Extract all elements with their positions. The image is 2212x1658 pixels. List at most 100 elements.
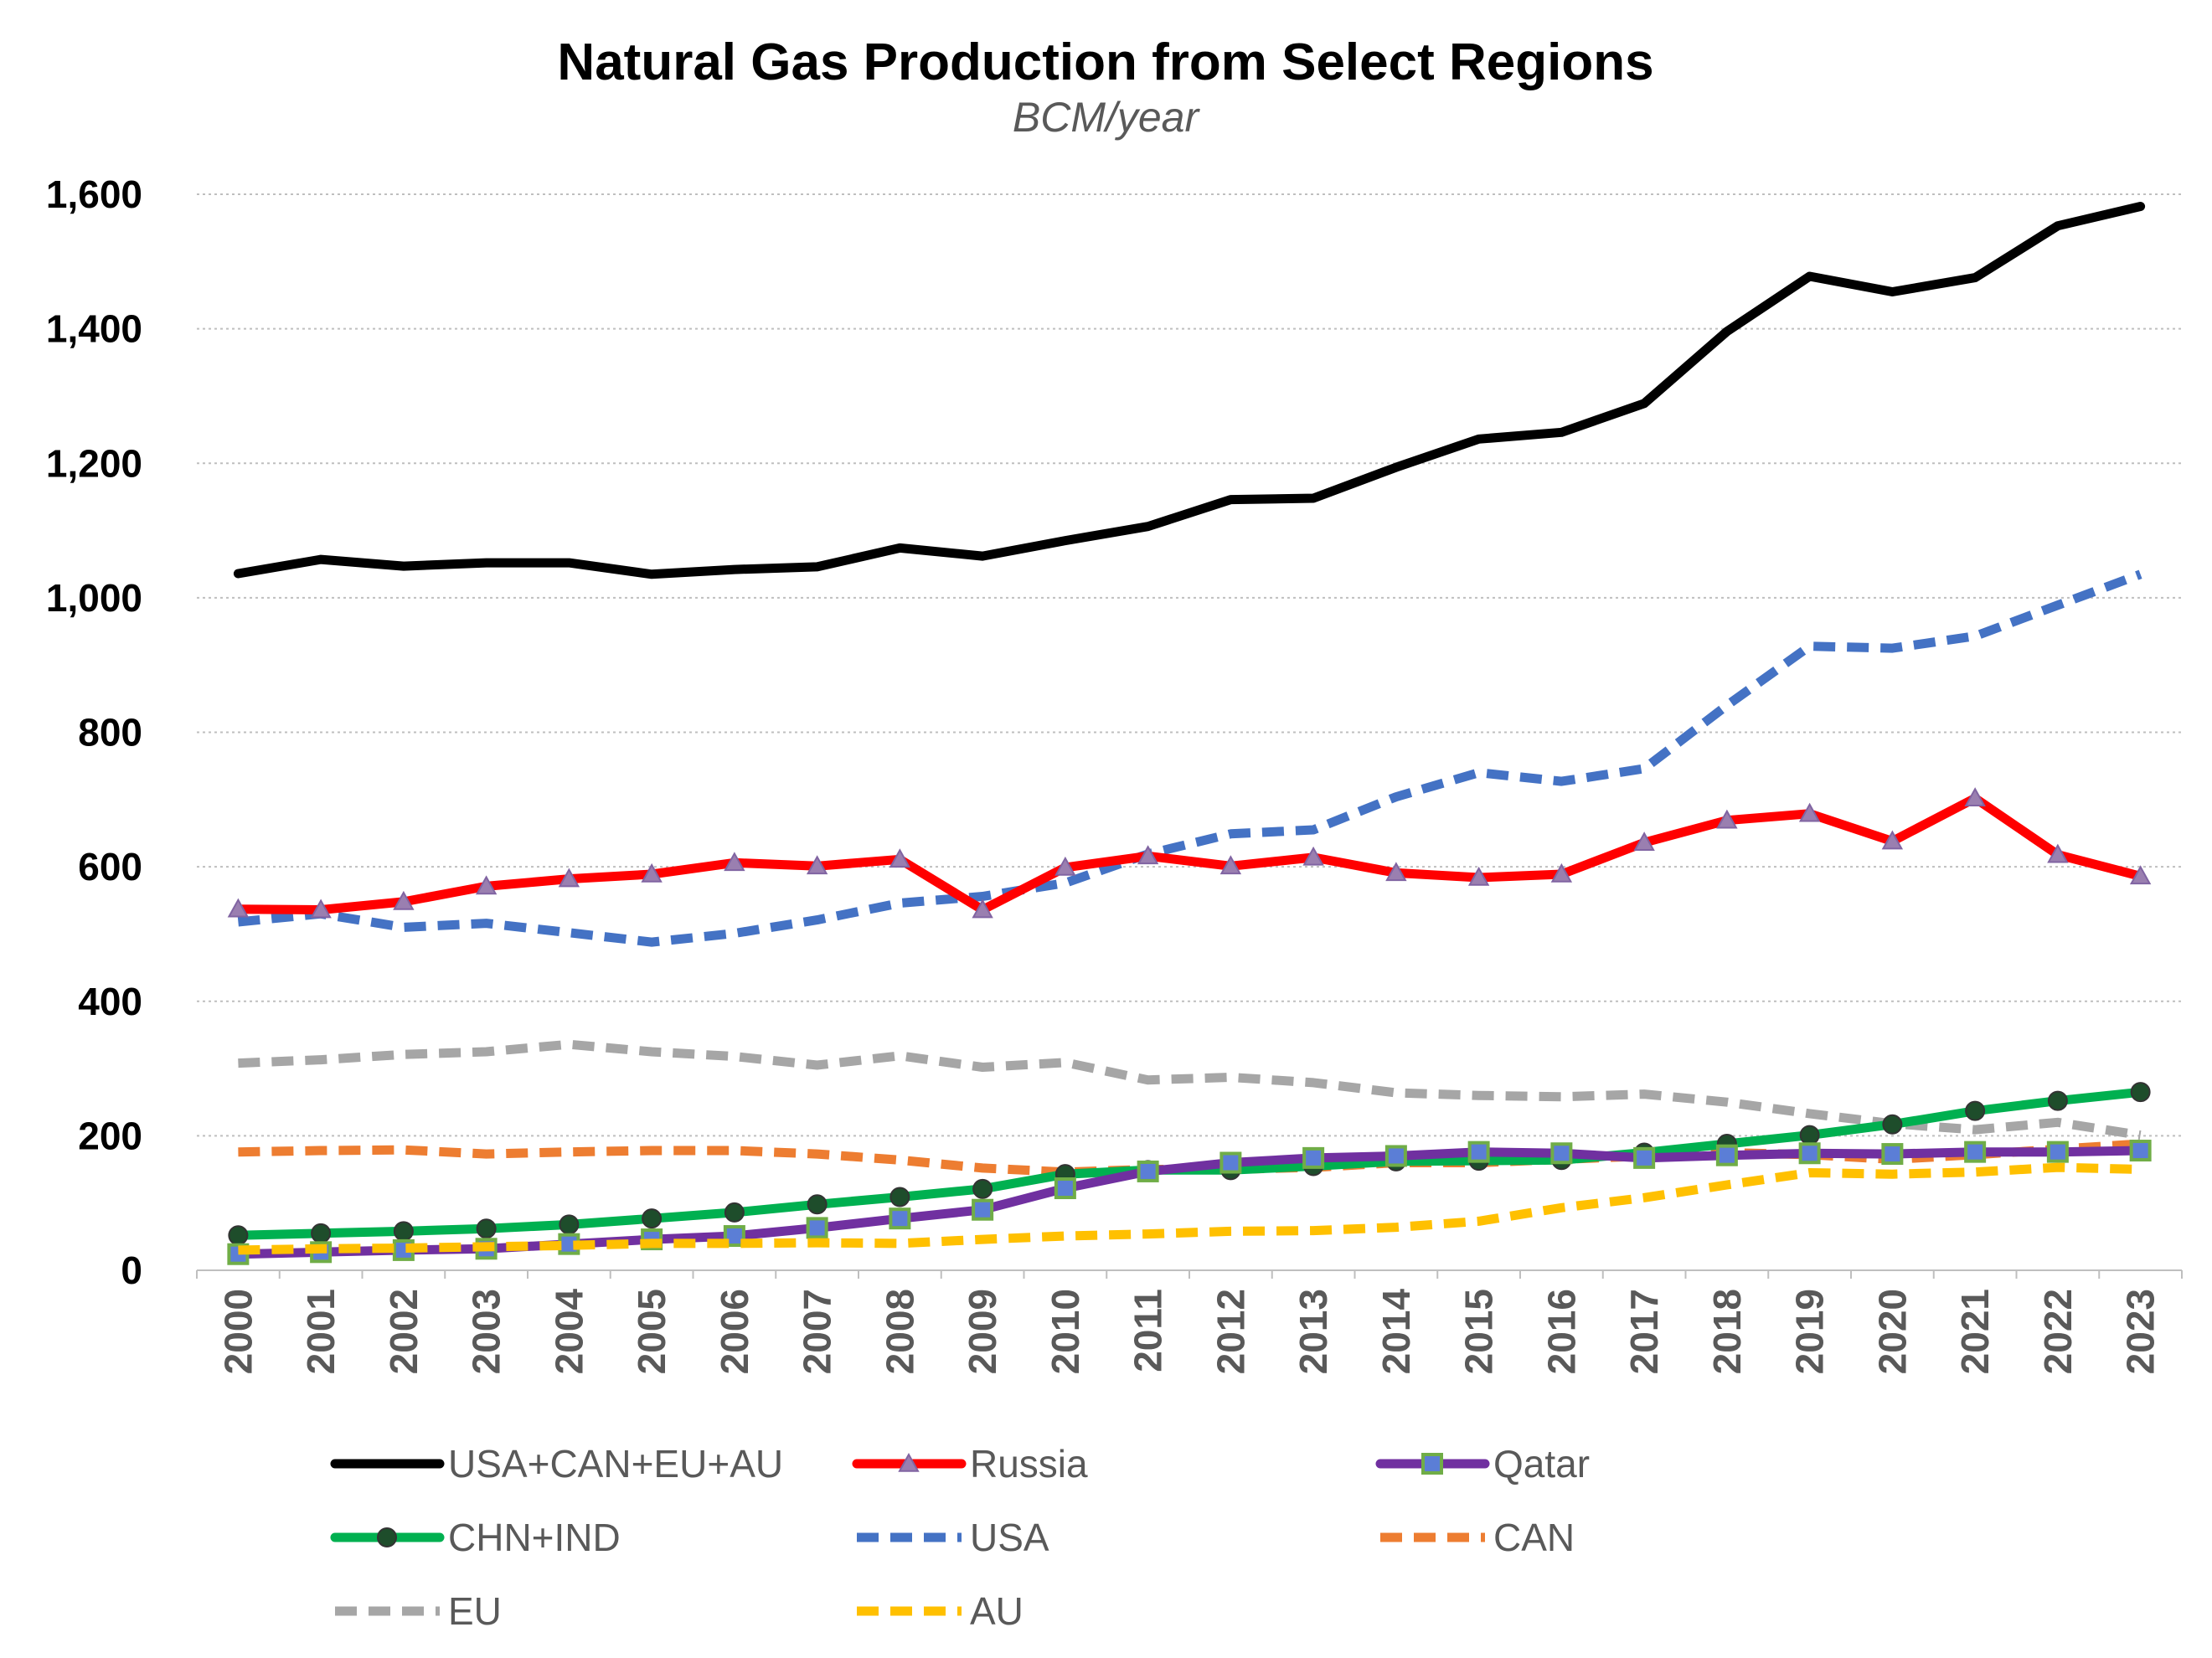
- data-point: [1881, 830, 1904, 850]
- legend-label: EU: [448, 1589, 502, 1633]
- data-point: [972, 1178, 993, 1199]
- data-point: [228, 1225, 249, 1246]
- data-point: [1384, 1145, 1407, 1167]
- data-point: [806, 1217, 828, 1239]
- x-tick-label: 2005: [630, 1289, 673, 1374]
- data-point: [1799, 1125, 1820, 1146]
- legend-item-chn-ind: CHN+IND: [330, 1516, 621, 1559]
- x-tick-label: 2017: [1622, 1289, 1666, 1374]
- data-point: [476, 1218, 497, 1239]
- data-point: [641, 862, 663, 883]
- series-eu: [238, 1039, 2142, 1141]
- gridlines: [197, 193, 2182, 1271]
- y-tick-label: 600: [78, 845, 142, 888]
- data-point: [2129, 865, 2152, 885]
- data-point: [972, 1198, 994, 1221]
- data-point: [311, 1223, 332, 1244]
- x-tick-label: 2003: [465, 1289, 508, 1374]
- legend-label: USA+CAN+EU+AU: [448, 1442, 783, 1486]
- x-tick-label: 2004: [547, 1289, 590, 1375]
- x-tick-label: 2022: [2036, 1289, 2080, 1374]
- data-point: [393, 890, 415, 910]
- series-line: [238, 1039, 2142, 1141]
- data-point: [1137, 845, 1159, 865]
- data-point: [1633, 832, 1655, 852]
- legend-label: Qatar: [1493, 1442, 1590, 1486]
- data-point: [1798, 1142, 1821, 1165]
- x-tick-label: 2020: [1870, 1289, 1914, 1374]
- data-point: [889, 1207, 911, 1230]
- data-point: [642, 1208, 663, 1229]
- data-point: [393, 1221, 414, 1242]
- x-tick-label: 2002: [382, 1289, 425, 1374]
- y-tick-label: 800: [78, 711, 142, 754]
- y-tick-label: 200: [78, 1114, 142, 1157]
- plot-area: [227, 202, 2152, 1265]
- data-point: [2130, 1082, 2151, 1103]
- x-tick-label: 2013: [1292, 1289, 1335, 1374]
- x-tick-label: 2021: [1953, 1289, 1997, 1374]
- data-point: [559, 1214, 580, 1235]
- legend-item-usa: USA: [857, 1516, 1049, 1559]
- data-point: [2047, 843, 2069, 863]
- legend-item-au: AU: [857, 1589, 1024, 1633]
- data-point: [1219, 1151, 1242, 1174]
- y-axis-ticks: 0 200 400 600 800 1,000 1,200 1,400 1,600: [46, 172, 142, 1292]
- data-point: [898, 1452, 920, 1472]
- data-point: [724, 1202, 745, 1223]
- data-point: [377, 1527, 397, 1547]
- data-point: [889, 848, 911, 868]
- data-point: [1964, 787, 1986, 807]
- data-point: [1550, 862, 1573, 883]
- x-tick-label: 2019: [1788, 1289, 1832, 1374]
- x-tick-label: 2011: [1127, 1289, 1170, 1372]
- data-point: [1054, 1177, 1076, 1200]
- x-tick-label: 2009: [961, 1289, 1004, 1374]
- series-line: [238, 1162, 2141, 1255]
- data-point: [1716, 809, 1738, 829]
- legend: USA+CAN+EU+AU Russia Qatar CHN+IND USA CAN EU A…: [330, 1442, 1590, 1633]
- series-usa-can-eu-au: [233, 202, 2146, 579]
- data-point: [2046, 1141, 2069, 1163]
- data-point: [310, 899, 332, 919]
- x-tick-label: 2015: [1457, 1289, 1501, 1374]
- legend-item-can: CAN: [1380, 1516, 1575, 1559]
- y-tick-label: 1,400: [46, 307, 142, 351]
- x-tick-label: 2012: [1209, 1289, 1252, 1374]
- legend-label: Russia: [970, 1442, 1088, 1486]
- data-point: [1302, 1146, 1325, 1169]
- data-point: [1302, 846, 1324, 866]
- data-point: [724, 852, 745, 872]
- data-point: [807, 1194, 828, 1215]
- x-tick-label: 2023: [2119, 1289, 2163, 1374]
- data-point: [1137, 1160, 1159, 1182]
- x-axis-ticks: 2000 2001 2002 2003 2004 2005 2006 2007 2008 2009…: [196, 1270, 2183, 1375]
- data-point: [806, 855, 828, 875]
- data-point: [558, 868, 580, 888]
- x-tick-label: 2010: [1044, 1289, 1087, 1374]
- x-tick-label: 2018: [1705, 1289, 1749, 1374]
- series-line: [233, 202, 2146, 579]
- legend-label: CAN: [1493, 1516, 1575, 1559]
- data-point: [1219, 855, 1242, 875]
- data-point: [1467, 866, 1490, 886]
- x-tick-label: 2008: [878, 1289, 921, 1374]
- data-point: [1467, 1141, 1490, 1163]
- data-point: [1715, 1144, 1738, 1166]
- x-tick-label: 2006: [713, 1289, 756, 1374]
- legend-item-eu: EU: [335, 1589, 502, 1633]
- x-tick-label: 2007: [796, 1289, 839, 1374]
- chart-title: Natural Gas Production from Select Regio…: [557, 33, 1653, 91]
- series-line: [237, 569, 2142, 947]
- data-point: [889, 1187, 910, 1207]
- series-line: [233, 1146, 2146, 1259]
- x-tick-label: 2000: [216, 1289, 260, 1374]
- y-tick-label: 1,000: [46, 576, 142, 620]
- data-point: [1964, 1141, 1987, 1163]
- y-tick-label: 1,600: [46, 172, 142, 216]
- y-tick-label: 0: [121, 1249, 142, 1292]
- data-point: [1421, 1453, 1443, 1475]
- data-point: [972, 899, 993, 919]
- chart-subtitle: BCM/year: [1013, 94, 1201, 141]
